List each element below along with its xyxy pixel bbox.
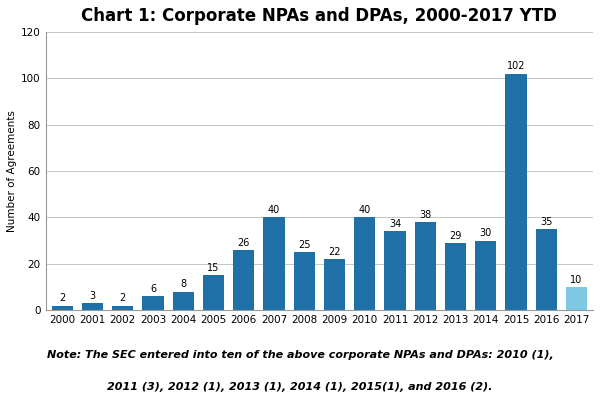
Text: 6: 6 (150, 284, 156, 294)
Bar (536, 229, 557, 310)
Text: 30: 30 (479, 228, 492, 238)
Text: 26: 26 (238, 238, 250, 248)
Bar (142, 296, 164, 310)
Bar (415, 222, 436, 310)
Text: 22: 22 (328, 247, 341, 257)
Text: 102: 102 (506, 62, 525, 72)
Bar (566, 287, 587, 310)
Text: 3: 3 (89, 291, 95, 301)
Bar (445, 243, 466, 310)
Text: 40: 40 (268, 205, 280, 215)
Text: 29: 29 (449, 231, 461, 241)
Bar (52, 306, 73, 310)
Y-axis label: Number of Agreements: Number of Agreements (7, 110, 17, 232)
Bar (475, 241, 496, 310)
Text: 2: 2 (120, 293, 126, 303)
Text: 38: 38 (419, 210, 431, 220)
Bar (203, 276, 224, 310)
Bar (112, 306, 133, 310)
Text: 2: 2 (59, 293, 65, 303)
Text: 34: 34 (389, 219, 401, 229)
Text: 10: 10 (570, 275, 583, 285)
Text: 40: 40 (359, 205, 371, 215)
Bar (505, 74, 527, 310)
Bar (354, 218, 376, 310)
Bar (173, 292, 194, 310)
Text: Note: The SEC entered into ten of the above corporate NPAs and DPAs: 2010 (1),: Note: The SEC entered into ten of the ab… (47, 350, 553, 360)
Bar (324, 259, 345, 310)
Title: Chart 1: Corporate NPAs and DPAs, 2000-2017 YTD: Chart 1: Corporate NPAs and DPAs, 2000-2… (82, 7, 557, 25)
Bar (385, 231, 406, 310)
Bar (82, 303, 103, 310)
Text: 15: 15 (208, 263, 220, 273)
Bar (263, 218, 284, 310)
Bar (293, 252, 315, 310)
Text: 8: 8 (180, 279, 187, 289)
Text: 2011 (3), 2012 (1), 2013 (1), 2014 (1), 2015(1), and 2016 (2).: 2011 (3), 2012 (1), 2013 (1), 2014 (1), … (107, 382, 493, 392)
Bar (233, 250, 254, 310)
Text: 35: 35 (540, 217, 553, 227)
Text: 25: 25 (298, 240, 311, 250)
